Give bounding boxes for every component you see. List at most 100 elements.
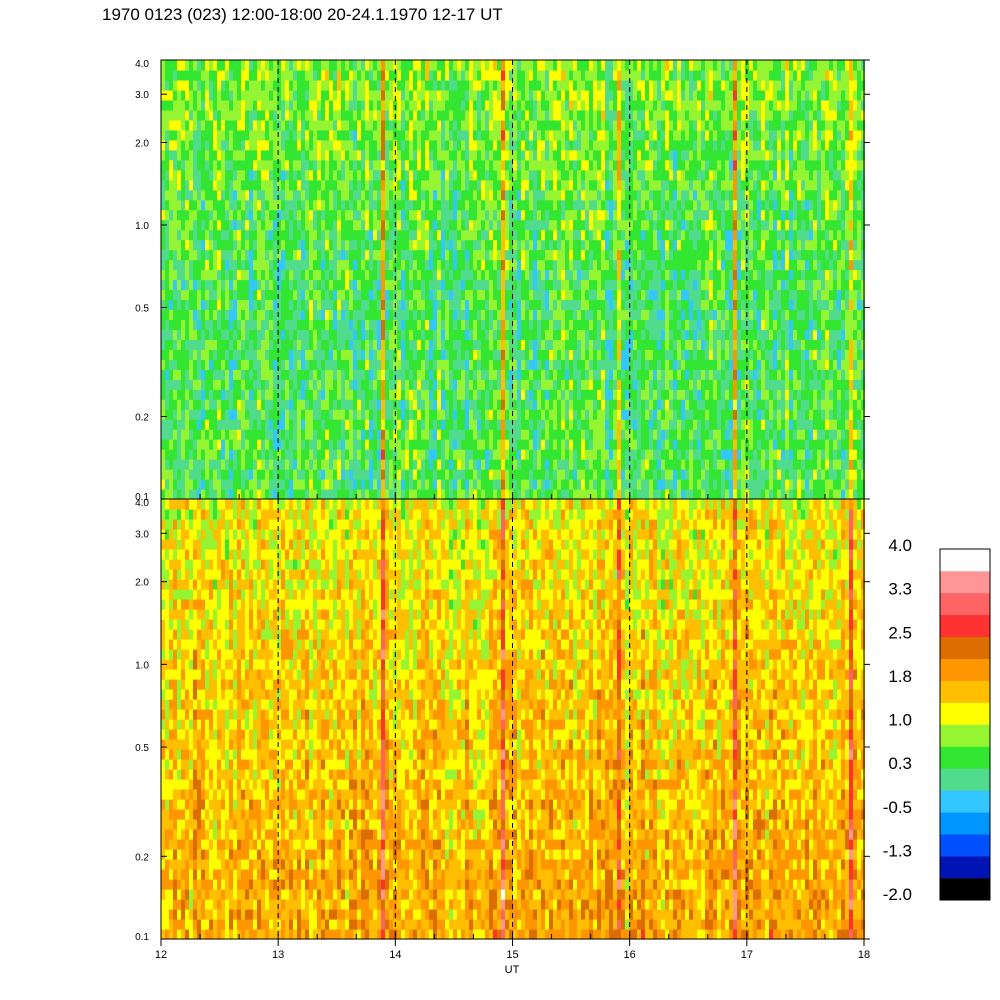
heatmap-cell [389, 209, 393, 221]
heatmap-cell [517, 179, 521, 191]
heatmap-cell [501, 109, 505, 121]
heatmap-cell [289, 359, 293, 370]
heatmap-cell [253, 469, 257, 480]
heatmap-cell [177, 209, 181, 221]
heatmap-cell [425, 259, 429, 271]
heatmap-cell [497, 60, 501, 71]
heatmap-cell [237, 429, 241, 440]
heatmap-cell [285, 389, 289, 400]
heatmap-cell [557, 469, 561, 480]
heatmap-cell [185, 199, 189, 211]
heatmap-cell [557, 169, 561, 181]
heatmap-cell [437, 329, 441, 340]
heatmap-cell [405, 119, 409, 131]
heatmap-cell [337, 79, 341, 91]
heatmap-cell [233, 139, 237, 151]
heatmap-cell [517, 449, 521, 460]
heatmap-cell [381, 279, 385, 291]
heatmap-cell [289, 169, 293, 181]
heatmap-cell [401, 349, 405, 360]
heatmap-cell [253, 389, 257, 400]
heatmap-cell [421, 269, 425, 281]
heatmap-cell [425, 60, 429, 71]
heatmap-cell [497, 219, 501, 231]
heatmap-cell [493, 119, 497, 131]
heatmap-cell [477, 279, 481, 291]
heatmap-cell [293, 129, 297, 141]
heatmap-cell [181, 219, 185, 231]
heatmap-cell [613, 429, 617, 440]
heatmap-cell [361, 159, 365, 171]
heatmap-cell [217, 89, 221, 101]
heatmap-cell [541, 429, 545, 440]
heatmap-cell [473, 249, 477, 261]
heatmap-cell [453, 249, 457, 261]
heatmap-cell [165, 189, 169, 201]
heatmap-cell [373, 89, 377, 101]
heatmap-cell [253, 229, 257, 241]
heatmap-cell [289, 69, 293, 81]
heatmap-cell [573, 449, 577, 460]
heatmap-cell [537, 229, 541, 241]
heatmap-cell [397, 339, 401, 350]
heatmap-cell [441, 459, 445, 470]
heatmap-cell [385, 399, 389, 410]
heatmap-cell [305, 379, 309, 390]
heatmap-cell [457, 60, 461, 71]
heatmap-cell [601, 349, 605, 360]
heatmap-cell [309, 69, 313, 81]
heatmap-cell [381, 359, 385, 370]
heatmap-cell [589, 289, 593, 301]
heatmap-cell [545, 89, 549, 101]
heatmap-cell [197, 489, 201, 500]
heatmap-cell [237, 259, 241, 271]
heatmap-cell [441, 189, 445, 201]
heatmap-cell [413, 60, 417, 71]
heatmap-cell [309, 99, 313, 111]
heatmap-cell [233, 60, 237, 71]
heatmap-cell [329, 479, 333, 490]
heatmap-cell [537, 309, 541, 321]
heatmap-cell [185, 419, 189, 430]
heatmap-cell [265, 129, 269, 141]
heatmap-cell [461, 209, 465, 221]
heatmap-cell [225, 479, 229, 490]
heatmap-cell [477, 229, 481, 241]
heatmap-cell [597, 99, 601, 111]
heatmap-cell [341, 439, 345, 450]
heatmap-cell [553, 359, 557, 370]
heatmap-cell [473, 129, 477, 141]
heatmap-cell [473, 149, 477, 161]
heatmap-cell [353, 60, 357, 71]
heatmap-cell [521, 169, 525, 181]
heatmap-cell [313, 199, 317, 211]
heatmap-cell [409, 159, 413, 171]
heatmap-cell [397, 189, 401, 201]
heatmap-cell [585, 329, 589, 340]
heatmap-cell [285, 249, 289, 261]
heatmap-cell [501, 179, 505, 191]
heatmap-cell [173, 379, 177, 390]
heatmap-cell [541, 459, 545, 470]
heatmap-cell [305, 259, 309, 271]
heatmap-cell [433, 329, 437, 340]
heatmap-cell [465, 149, 469, 161]
heatmap-cell [373, 459, 377, 470]
heatmap-cell [601, 359, 605, 370]
heatmap-cell [569, 279, 573, 291]
heatmap-cell [413, 239, 417, 251]
heatmap-cell [525, 359, 529, 370]
heatmap-cell [493, 209, 497, 221]
heatmap-cell [429, 409, 433, 420]
heatmap-cell [245, 99, 249, 111]
heatmap-cell [269, 249, 273, 261]
heatmap-cell [365, 399, 369, 410]
heatmap-cell [433, 319, 437, 330]
heatmap-cell [313, 479, 317, 490]
heatmap-cell [217, 339, 221, 350]
heatmap-cell [357, 229, 361, 241]
heatmap-cell [501, 399, 505, 410]
heatmap-cell [221, 249, 225, 261]
heatmap-cell [473, 439, 477, 450]
heatmap-cell [513, 129, 517, 141]
